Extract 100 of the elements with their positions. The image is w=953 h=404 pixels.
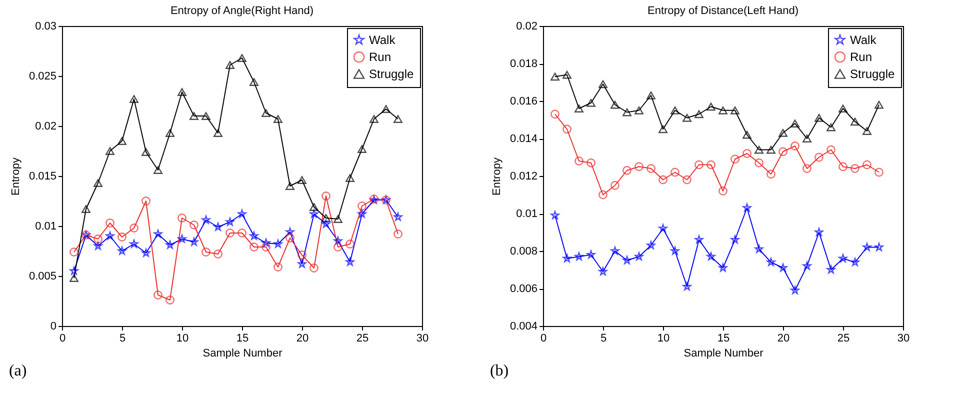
point xyxy=(874,100,884,109)
point xyxy=(790,286,800,294)
point xyxy=(826,123,836,132)
point xyxy=(598,190,608,200)
point xyxy=(706,102,716,111)
point xyxy=(106,218,114,228)
text: (b) xyxy=(490,362,509,380)
point xyxy=(670,106,680,114)
point xyxy=(346,174,354,182)
point xyxy=(334,215,342,223)
point xyxy=(394,230,402,238)
x-axis-title: Sample Number xyxy=(684,348,764,360)
point xyxy=(586,250,596,258)
point xyxy=(190,112,198,120)
point xyxy=(262,109,270,117)
point xyxy=(634,106,644,114)
legend-label: Walk xyxy=(369,33,396,47)
point xyxy=(670,168,680,177)
x-tick-label: 30 xyxy=(897,332,910,344)
point xyxy=(694,160,704,170)
point xyxy=(586,98,596,107)
legend-label: Walk xyxy=(850,33,878,47)
point xyxy=(214,129,222,137)
point xyxy=(250,78,258,86)
point xyxy=(358,145,366,153)
point xyxy=(778,128,788,137)
point xyxy=(838,104,848,112)
point xyxy=(370,115,378,123)
point xyxy=(334,242,342,252)
legend-label: Run xyxy=(369,50,392,64)
point xyxy=(862,242,872,251)
legend-label: Struggle xyxy=(369,67,414,81)
point xyxy=(286,182,294,190)
y-tick-label: 0.015 xyxy=(28,170,56,182)
point xyxy=(850,118,860,126)
point xyxy=(598,80,608,88)
point xyxy=(790,142,800,150)
point xyxy=(238,228,246,238)
point xyxy=(70,248,78,256)
point xyxy=(562,124,572,134)
point xyxy=(262,242,270,252)
point xyxy=(394,115,402,123)
point xyxy=(190,220,198,230)
point xyxy=(118,137,126,145)
point xyxy=(142,148,150,156)
point xyxy=(178,88,186,96)
legend-label: Struggle xyxy=(850,67,896,81)
point xyxy=(94,179,102,187)
point xyxy=(646,91,656,100)
point xyxy=(250,242,258,252)
point xyxy=(694,110,704,118)
point xyxy=(730,106,740,114)
point xyxy=(94,234,102,244)
x-tick-label: 30 xyxy=(416,332,429,344)
y-tick-label: 0.03 xyxy=(35,20,56,32)
point xyxy=(862,127,872,135)
point xyxy=(106,147,114,155)
point xyxy=(718,263,728,272)
x-tick-label: 10 xyxy=(657,332,670,344)
y-tick-label: 0.014 xyxy=(510,133,538,145)
y-tick-label: 0.006 xyxy=(510,283,538,295)
x-tick-label: 0 xyxy=(540,332,547,344)
point xyxy=(358,202,366,210)
chart-title: Entropy of Angle(Right Hand) xyxy=(170,5,314,17)
point xyxy=(142,196,150,206)
point xyxy=(226,61,234,69)
point xyxy=(778,147,788,156)
point xyxy=(322,214,330,222)
x-axis-title: Sample Number xyxy=(202,348,283,360)
point xyxy=(874,242,884,251)
point xyxy=(82,205,90,213)
point xyxy=(682,175,692,184)
point xyxy=(802,164,812,173)
y-tick-label: 0.02 xyxy=(516,20,538,32)
y-tick-label: 0.01 xyxy=(516,208,538,220)
x-tick-label: 25 xyxy=(837,332,850,344)
point xyxy=(574,104,584,112)
point xyxy=(550,110,560,119)
point xyxy=(682,114,692,122)
point xyxy=(226,228,234,238)
point xyxy=(754,158,764,168)
point xyxy=(274,115,282,123)
point xyxy=(718,186,728,196)
x-tick-label: 20 xyxy=(296,332,309,344)
y-tick-label: 0.004 xyxy=(510,320,538,332)
point xyxy=(850,164,860,173)
point xyxy=(166,296,174,304)
point xyxy=(574,156,584,166)
point xyxy=(550,210,560,220)
point xyxy=(862,160,872,170)
point xyxy=(310,203,318,211)
point xyxy=(118,232,126,242)
point xyxy=(154,166,162,174)
point xyxy=(718,106,728,114)
y-tick-label: 0.025 xyxy=(28,70,56,82)
x-tick-label: 25 xyxy=(356,332,369,344)
point xyxy=(742,149,752,158)
point xyxy=(646,240,656,250)
point xyxy=(286,234,294,242)
point xyxy=(154,290,162,300)
